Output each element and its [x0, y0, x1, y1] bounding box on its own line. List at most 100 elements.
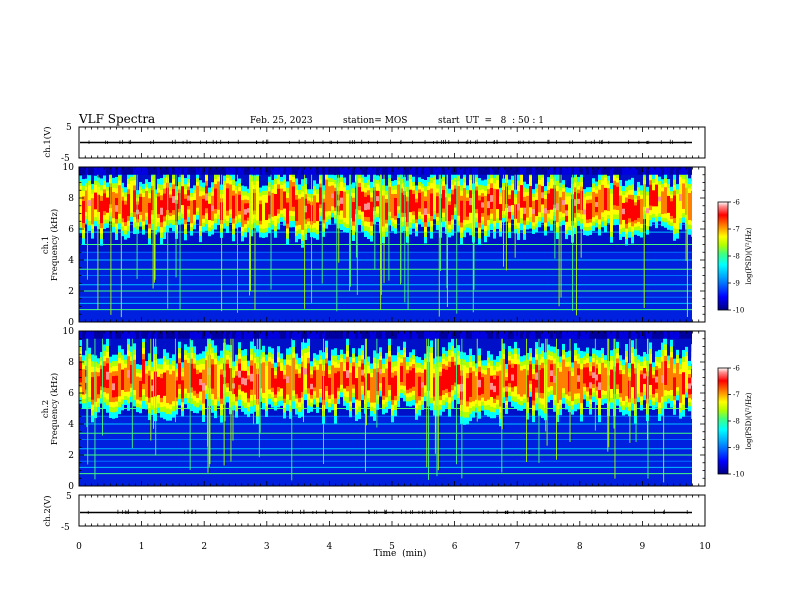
band-red — [160, 378, 163, 398]
band-yellow — [397, 357, 400, 397]
top-rim — [457, 167, 460, 175]
band-red — [616, 186, 619, 206]
band-red — [412, 368, 415, 387]
band-red — [181, 186, 184, 206]
colorbar-tick-label: -8 — [733, 253, 740, 261]
top-rim — [304, 167, 307, 175]
band-peak — [202, 382, 205, 391]
top-rim — [427, 331, 430, 339]
band-peak — [232, 383, 235, 389]
top-rim — [241, 331, 244, 339]
top-rim — [271, 331, 274, 339]
top-rim — [343, 331, 346, 339]
band-yellow — [79, 185, 82, 223]
y-tick-label: 0 — [68, 318, 74, 328]
top-rim — [493, 167, 496, 175]
band-orange — [487, 368, 490, 400]
band-red — [151, 190, 154, 211]
top-rim — [205, 331, 208, 339]
top-rim — [274, 167, 277, 175]
y-tick-label: 2 — [68, 287, 74, 297]
band-peak — [679, 194, 682, 201]
top-rim — [433, 167, 436, 175]
band-red — [115, 375, 118, 397]
colorbar-tick-label: -8 — [733, 418, 740, 426]
top-rim — [472, 167, 475, 175]
time-axis-label: Time (min) — [374, 548, 427, 559]
top-rim — [379, 331, 382, 339]
band-red — [286, 202, 289, 224]
top-rim — [376, 331, 379, 339]
y-tick-label: 2 — [68, 451, 74, 461]
top-rim — [286, 167, 289, 175]
band-orange — [547, 359, 550, 388]
band-orange — [82, 369, 85, 395]
top-rim — [619, 331, 622, 339]
band-red — [385, 202, 388, 220]
band-red — [124, 204, 127, 223]
band-orange — [118, 363, 121, 397]
band-orange — [313, 195, 316, 224]
band-orange — [661, 191, 664, 214]
top-rim — [622, 167, 625, 175]
band-peak — [331, 193, 334, 199]
top-rim — [202, 167, 205, 175]
top-rim — [313, 167, 316, 175]
band-red — [277, 188, 280, 210]
band-yellow — [256, 181, 259, 221]
band-red — [610, 369, 613, 389]
top-rim — [298, 167, 301, 175]
top-rim — [580, 167, 583, 175]
band-peak — [379, 368, 382, 375]
band-peak — [106, 371, 109, 380]
band-peak — [511, 374, 514, 381]
top-rim — [622, 331, 625, 339]
band-orange — [136, 376, 139, 400]
x-tick-label: 2 — [201, 542, 207, 552]
top-rim — [127, 167, 130, 175]
top-rim — [334, 331, 337, 339]
top-rim — [214, 167, 217, 175]
band-red — [211, 364, 214, 389]
top-rim — [370, 331, 373, 339]
top-rim — [82, 331, 85, 339]
top-rim — [382, 331, 385, 339]
top-rim — [511, 331, 514, 339]
spectrogram-low-band — [79, 416, 705, 486]
top-rim — [577, 331, 580, 339]
band-peak — [199, 379, 202, 386]
top-rim — [193, 167, 196, 175]
top-rim — [682, 331, 685, 339]
band-peak — [244, 378, 247, 386]
top-rim — [97, 331, 100, 339]
band-orange — [340, 361, 343, 385]
band-red — [442, 368, 445, 391]
band-red — [274, 194, 277, 216]
top-rim — [583, 331, 586, 339]
top-rim — [388, 331, 391, 339]
top-rim — [442, 167, 445, 175]
top-rim — [664, 331, 667, 339]
band-peak — [505, 386, 508, 392]
band-red — [481, 377, 484, 394]
top-rim — [526, 331, 529, 339]
band-orange — [187, 362, 190, 393]
top-rim — [658, 167, 661, 175]
band-orange — [538, 184, 541, 213]
band-peak — [598, 382, 601, 391]
band-orange — [499, 370, 502, 407]
x-tick-label: 9 — [640, 542, 646, 552]
top-rim — [643, 167, 646, 175]
band-red — [454, 188, 457, 205]
top-rim — [613, 331, 616, 339]
header-start-time: start UT = 8 : 50 : 1 — [438, 116, 544, 126]
band-peak — [367, 202, 370, 210]
band-red — [169, 197, 172, 213]
top-rim — [520, 331, 523, 339]
band-red — [673, 195, 676, 219]
band-orange — [679, 373, 682, 403]
top-rim — [685, 167, 688, 175]
top-rim — [415, 167, 418, 175]
top-rim — [349, 331, 352, 339]
band-peak — [583, 209, 586, 215]
